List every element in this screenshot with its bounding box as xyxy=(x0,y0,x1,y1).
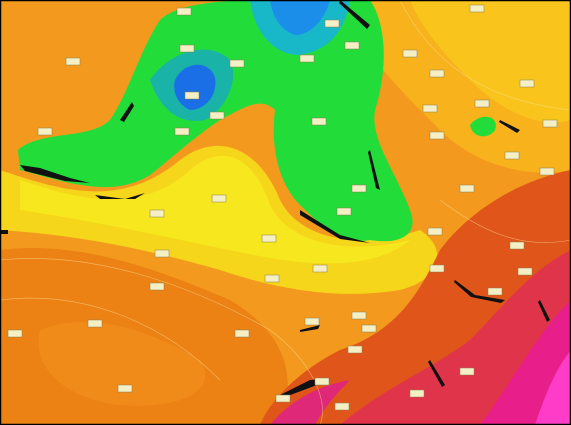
field-blue xyxy=(174,64,216,110)
isoline xyxy=(439,199,571,243)
field-pink xyxy=(535,350,571,425)
field-blue-n xyxy=(270,0,330,35)
station-label xyxy=(184,91,200,100)
station-label xyxy=(179,44,195,53)
station-label xyxy=(264,274,280,283)
field-magenta-s xyxy=(270,380,350,425)
station-label xyxy=(429,69,445,78)
station-label xyxy=(149,282,165,291)
isoline xyxy=(0,258,323,425)
station-label xyxy=(176,7,192,16)
station-label xyxy=(487,287,503,296)
station-label xyxy=(351,184,367,193)
station-label xyxy=(474,99,490,108)
station-label xyxy=(517,267,533,276)
station-label xyxy=(299,54,315,63)
map-shape xyxy=(0,0,550,397)
station-label xyxy=(509,241,525,250)
field-orange-patch xyxy=(38,321,206,406)
station-label xyxy=(324,19,340,28)
station-label xyxy=(149,209,165,218)
speckles xyxy=(0,0,550,397)
station-label xyxy=(65,57,81,66)
station-label xyxy=(334,402,350,411)
station-label xyxy=(429,264,445,273)
station-label xyxy=(229,59,245,68)
station-label xyxy=(211,194,227,203)
station-label xyxy=(275,394,291,403)
isoline xyxy=(399,0,571,111)
station-label xyxy=(314,377,330,386)
station-label xyxy=(351,311,367,320)
field-green-spot xyxy=(470,116,496,137)
station-label xyxy=(344,41,360,50)
station-label xyxy=(427,227,443,236)
station-label xyxy=(117,384,133,393)
station-label xyxy=(209,111,225,120)
field-ne-yellow xyxy=(410,0,571,123)
station-label xyxy=(429,131,445,140)
station-label xyxy=(336,207,352,216)
station-label xyxy=(542,119,558,128)
station-label xyxy=(154,249,170,258)
station-label xyxy=(409,389,425,398)
station-label xyxy=(361,324,377,333)
station-label xyxy=(347,345,363,354)
station-label xyxy=(469,4,485,13)
station-label xyxy=(7,329,23,338)
station-label xyxy=(459,184,475,193)
station-label xyxy=(539,167,555,176)
station-label xyxy=(304,317,320,326)
station-label xyxy=(311,117,327,126)
station-label xyxy=(459,367,475,376)
station-labels xyxy=(7,4,558,411)
station-label xyxy=(504,151,520,160)
station-label xyxy=(422,104,438,113)
station-label xyxy=(234,329,250,338)
station-label xyxy=(174,127,190,136)
isoline xyxy=(0,297,221,381)
field-light-yellow xyxy=(20,155,410,264)
station-label xyxy=(402,49,418,58)
station-label xyxy=(87,319,103,328)
station-label xyxy=(37,127,53,136)
station-label xyxy=(261,234,277,243)
station-label xyxy=(519,79,535,88)
station-label xyxy=(312,264,328,273)
